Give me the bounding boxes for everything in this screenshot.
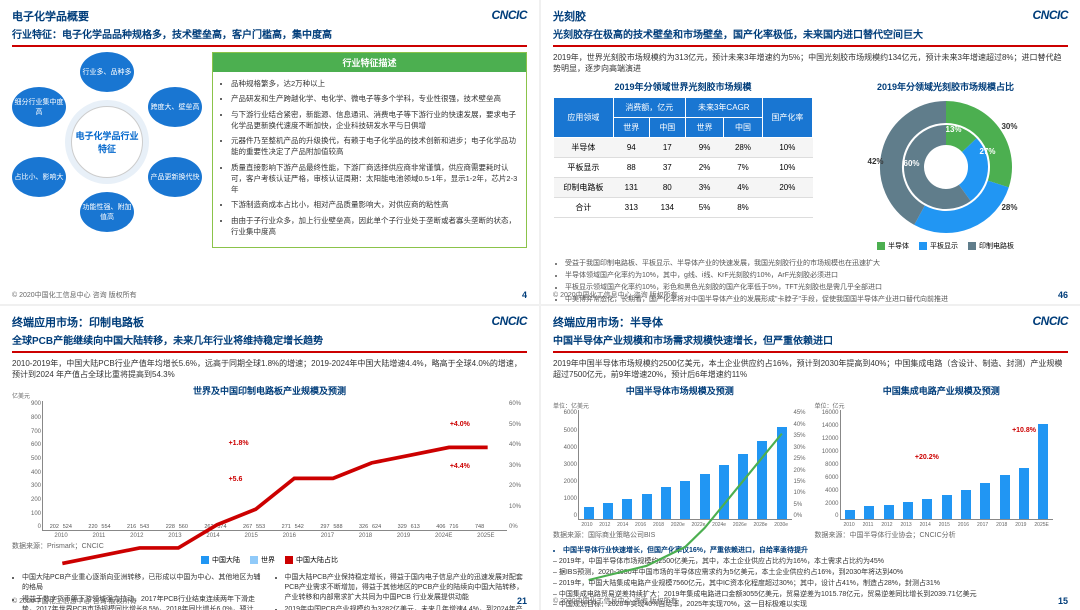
ic-chart: 0200040006000800010000120001400016000 +2… [840, 410, 1054, 520]
slide-3: 终端应用市场：印制电路板 全球PCB产能继续向中国大陆转移，未来几年行业将维持稳… [0, 306, 539, 610]
desc-head: 行业特征描述 [213, 53, 526, 72]
node: 细分行业集中度高 [12, 87, 66, 127]
logo: CNCIC [492, 8, 528, 22]
subtitle: 光刻胶存在极高的技术壁垒和市场壁垒，国产化率极低，未来国内进口替代空间巨大 [553, 26, 923, 41]
node: 占比小、影响大 [12, 157, 66, 197]
desc-box: 行业特征描述 品种规格繁多，达2万种以上产品研发和生产跨越化学、电化学、微电子等… [212, 52, 527, 248]
chart-title: 世界及中国印制电路板产业规模及预测 [12, 384, 527, 397]
src-right: 数据来源：中国半导体行业协会；CNCIC分析 [815, 530, 1069, 540]
logo: CNCIC [1033, 314, 1069, 328]
copyright: © 2020中国化工信息中心 咨询 版权所有 [12, 290, 137, 300]
title: 终端应用市场：印制电路板 [12, 314, 323, 330]
donut-legend: 半导体平板显示印制电路板 [823, 241, 1068, 251]
pcb-chart: 0100200300400500600700800900 0%10%20%30%… [42, 401, 507, 531]
node: 行业多、品种多 [80, 52, 134, 92]
title: 电子化学品概要 [12, 8, 332, 24]
page-num: 15 [1058, 596, 1068, 606]
feature-diagram: 电子化学品行业特征 行业多、品种多 跨度大、壁垒高 产品更新换代快 功能性强、附… [12, 52, 202, 232]
left-title: 中国半导体市场规模及预测 [553, 384, 807, 397]
node: 产品更新换代快 [148, 157, 202, 197]
src: 数据来源：Prismark；CNCIC [12, 541, 527, 551]
copyright: © 2020中国化工信息中心 咨询 版权所有 [553, 290, 678, 300]
market-table: 应用领域消费额，亿元未来3年CAGR国产化率世界中国世界中国半导体94179%2… [553, 97, 813, 218]
donut-title: 2019年分领域光刻胶市场规模占比 [823, 80, 1068, 93]
subtitle: 行业特征：电子化学品品种规格多，技术壁垒高，客户门槛高，集中度高 [12, 26, 332, 41]
intro: 2019年中国半导体市场规模约2500亿美元，本土企业供应约占16%，预计到20… [553, 358, 1068, 380]
title: 终端应用市场：半导体 [553, 314, 833, 330]
desc-list: 品种规格繁多，达2万种以上产品研发和生产跨越化学、电化学、微电子等多个学科，专业… [213, 72, 526, 247]
table-title: 2019年分领域世界光刻胶市场规模 [553, 80, 813, 93]
intro: 2019年，世界光刻胶市场规模约为313亿元，预计未来3年增速约为5%；中国光刻… [553, 52, 1068, 74]
copyright: © 2020中国化工信息中心 咨询 版权所有 [12, 596, 137, 606]
copyright: © 2020中国化工信息中心 咨询 版权所有 [553, 596, 678, 606]
logo: CNCIC [492, 314, 528, 328]
title: 光刻胶 [553, 8, 923, 24]
page-num: 4 [522, 290, 527, 300]
subtitle: 中国半导体产业规模和市场需求规模快速增长，但严重依赖进口 [553, 332, 833, 347]
node: 跨度大、壁垒高 [148, 87, 202, 127]
subtitle: 全球PCB产能继续向中国大陆转移，未来几年行业将维持稳定增长趋势 [12, 332, 323, 347]
center-node: 电子化学品行业特征 [71, 106, 143, 178]
right-title: 中国集成电路产业规模及预测 [815, 384, 1069, 397]
logo: CNCIC [1033, 8, 1069, 22]
intro: 2010-2019年，中国大陆PCB行业产值年均增长5.6%，远高于同期全球1.… [12, 358, 527, 380]
node: 功能性强、附加值高 [80, 192, 134, 232]
market-chart: 0100020003000400050006000 0%5%10%15%20%2… [578, 410, 792, 520]
chart-legend: 中国大陆世界中国大陆占比 [12, 555, 527, 565]
donut-chart: 30% 27% 28% 42% 60% 13% [876, 97, 1016, 237]
slide-4: 终端应用市场：半导体 中国半导体产业规模和市场需求规模快速增长，但严重依赖进口 … [541, 306, 1080, 610]
src-left: 数据来源：国际商业策略公司BIS [553, 530, 807, 540]
page-num: 46 [1058, 290, 1068, 300]
slide-1: 电子化学品概要 行业特征：电子化学品品种规格多，技术壁垒高，客户门槛高，集中度高… [0, 0, 539, 304]
page-num: 21 [517, 596, 527, 606]
slide-2: 光刻胶 光刻胶存在极高的技术壁垒和市场壁垒，国产化率极低，未来国内进口替代空间巨… [541, 0, 1080, 304]
